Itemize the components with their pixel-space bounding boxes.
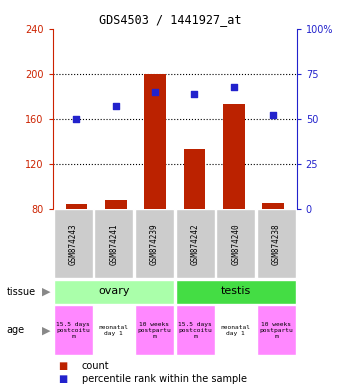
Point	[113, 103, 119, 109]
Text: GSM874240: GSM874240	[231, 223, 240, 265]
Bar	[94, 305, 133, 355]
Bar	[94, 209, 133, 278]
Text: percentile rank within the sample: percentile rank within the sample	[82, 374, 247, 384]
Bar	[176, 209, 214, 278]
Text: neonatal
day 1: neonatal day 1	[221, 325, 251, 336]
Text: ovary: ovary	[98, 286, 130, 296]
Point	[152, 89, 158, 95]
Bar	[135, 305, 174, 355]
Text: GSM874238: GSM874238	[272, 223, 281, 265]
Text: GSM874242: GSM874242	[191, 223, 199, 265]
Text: ■: ■	[58, 374, 67, 384]
Point	[192, 91, 197, 97]
Text: 15.5 days
postcoitu
m: 15.5 days postcoitu m	[178, 322, 212, 339]
Bar	[65, 204, 87, 209]
Text: tissue: tissue	[7, 287, 36, 297]
Bar	[54, 209, 93, 278]
Bar	[223, 104, 244, 209]
Text: 10 weeks
postpartu
m: 10 weeks postpartu m	[137, 322, 171, 339]
Text: count: count	[82, 361, 109, 371]
Bar	[262, 202, 284, 209]
Text: neonatal
day 1: neonatal day 1	[99, 325, 129, 336]
Text: ▶: ▶	[42, 287, 50, 297]
Text: age: age	[7, 325, 25, 335]
Text: GSM874239: GSM874239	[150, 223, 159, 265]
Point	[231, 83, 236, 89]
Bar	[183, 149, 205, 209]
Text: 15.5 days
postcoitu
m: 15.5 days postcoitu m	[56, 322, 90, 339]
Text: testis: testis	[221, 286, 251, 296]
Bar	[216, 305, 255, 355]
Bar	[144, 74, 166, 209]
Text: 10 weeks
postpartu
m: 10 weeks postpartu m	[260, 322, 293, 339]
Bar	[105, 200, 127, 209]
Bar	[257, 209, 296, 278]
Text: GDS4503 / 1441927_at: GDS4503 / 1441927_at	[99, 13, 242, 26]
Bar	[216, 209, 255, 278]
Bar	[54, 305, 93, 355]
Bar	[176, 280, 296, 304]
Bar	[54, 280, 174, 304]
Text: GSM874241: GSM874241	[109, 223, 118, 265]
Text: ▶: ▶	[42, 325, 50, 335]
Bar	[176, 305, 214, 355]
Point	[270, 113, 276, 119]
Text: ■: ■	[58, 361, 67, 371]
Bar	[257, 305, 296, 355]
Text: GSM874243: GSM874243	[69, 223, 78, 265]
Point	[74, 116, 79, 122]
Bar	[135, 209, 174, 278]
